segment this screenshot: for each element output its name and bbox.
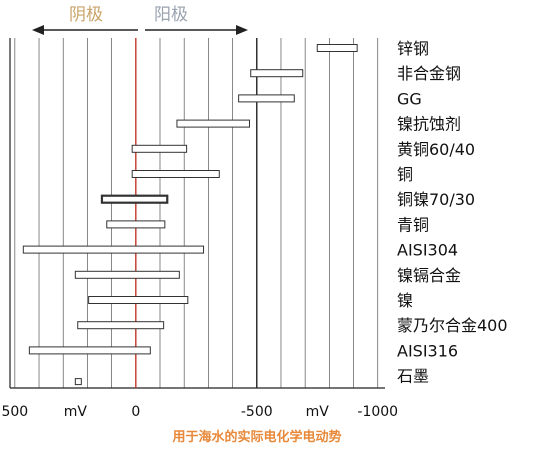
- anode-arrowhead: [236, 25, 248, 35]
- range-bar: [131, 170, 220, 178]
- range-bar: [28, 346, 151, 355]
- material-label: 青铜: [397, 215, 429, 234]
- x-tick-label: 500: [1, 404, 28, 420]
- range-bar: [77, 321, 165, 330]
- x-tick-labels: 500 mV 0 -500 mV -1000: [1, 404, 398, 420]
- material-label: AISI304: [397, 241, 458, 260]
- range-bars: [22, 44, 358, 386]
- material-label: 非合金钢: [397, 64, 461, 83]
- material-label: 石墨: [397, 367, 429, 386]
- material-label: 铜镍70/30: [397, 190, 475, 209]
- x-tick-label: mV: [306, 404, 330, 420]
- material-label: AISI316: [397, 341, 458, 360]
- axes: [9, 38, 385, 389]
- range-bar: [88, 296, 189, 304]
- range-bar: [106, 220, 166, 229]
- material-label: 锌钢: [397, 39, 429, 58]
- material-label: 铜: [397, 165, 413, 184]
- material-label: 镍抗蚀剂: [397, 115, 461, 134]
- range-bar: [176, 119, 251, 128]
- chart-caption: 用于海水的实际电化学电动势: [171, 429, 341, 445]
- grid-lines: [14, 38, 379, 388]
- anode-label: 阳极: [154, 5, 188, 25]
- range-bar: [74, 270, 180, 279]
- material-label: GG: [397, 89, 422, 108]
- range-bar: [100, 194, 169, 204]
- x-tick-label: -500: [241, 404, 273, 420]
- material-label: 蒙乃尔合金400: [397, 316, 508, 335]
- range-bar: [250, 69, 304, 78]
- range-bar: [22, 245, 205, 254]
- cathode-label: 阴极: [69, 5, 103, 25]
- cathode-arrowhead: [32, 25, 44, 35]
- x-tick-label: mV: [64, 404, 88, 420]
- x-tick-label: -1000: [357, 404, 398, 420]
- material-label: 黄铜60/40: [397, 140, 475, 159]
- range-bar: [74, 378, 82, 386]
- material-label: 镍镉合金: [397, 266, 461, 285]
- material-label: 镍: [397, 291, 413, 310]
- range-bar: [238, 94, 295, 103]
- range-bar: [131, 144, 188, 153]
- x-tick-label: 0: [131, 404, 140, 420]
- direction-header: 阴极 阳极: [32, 5, 248, 35]
- range-bar: [316, 44, 358, 52]
